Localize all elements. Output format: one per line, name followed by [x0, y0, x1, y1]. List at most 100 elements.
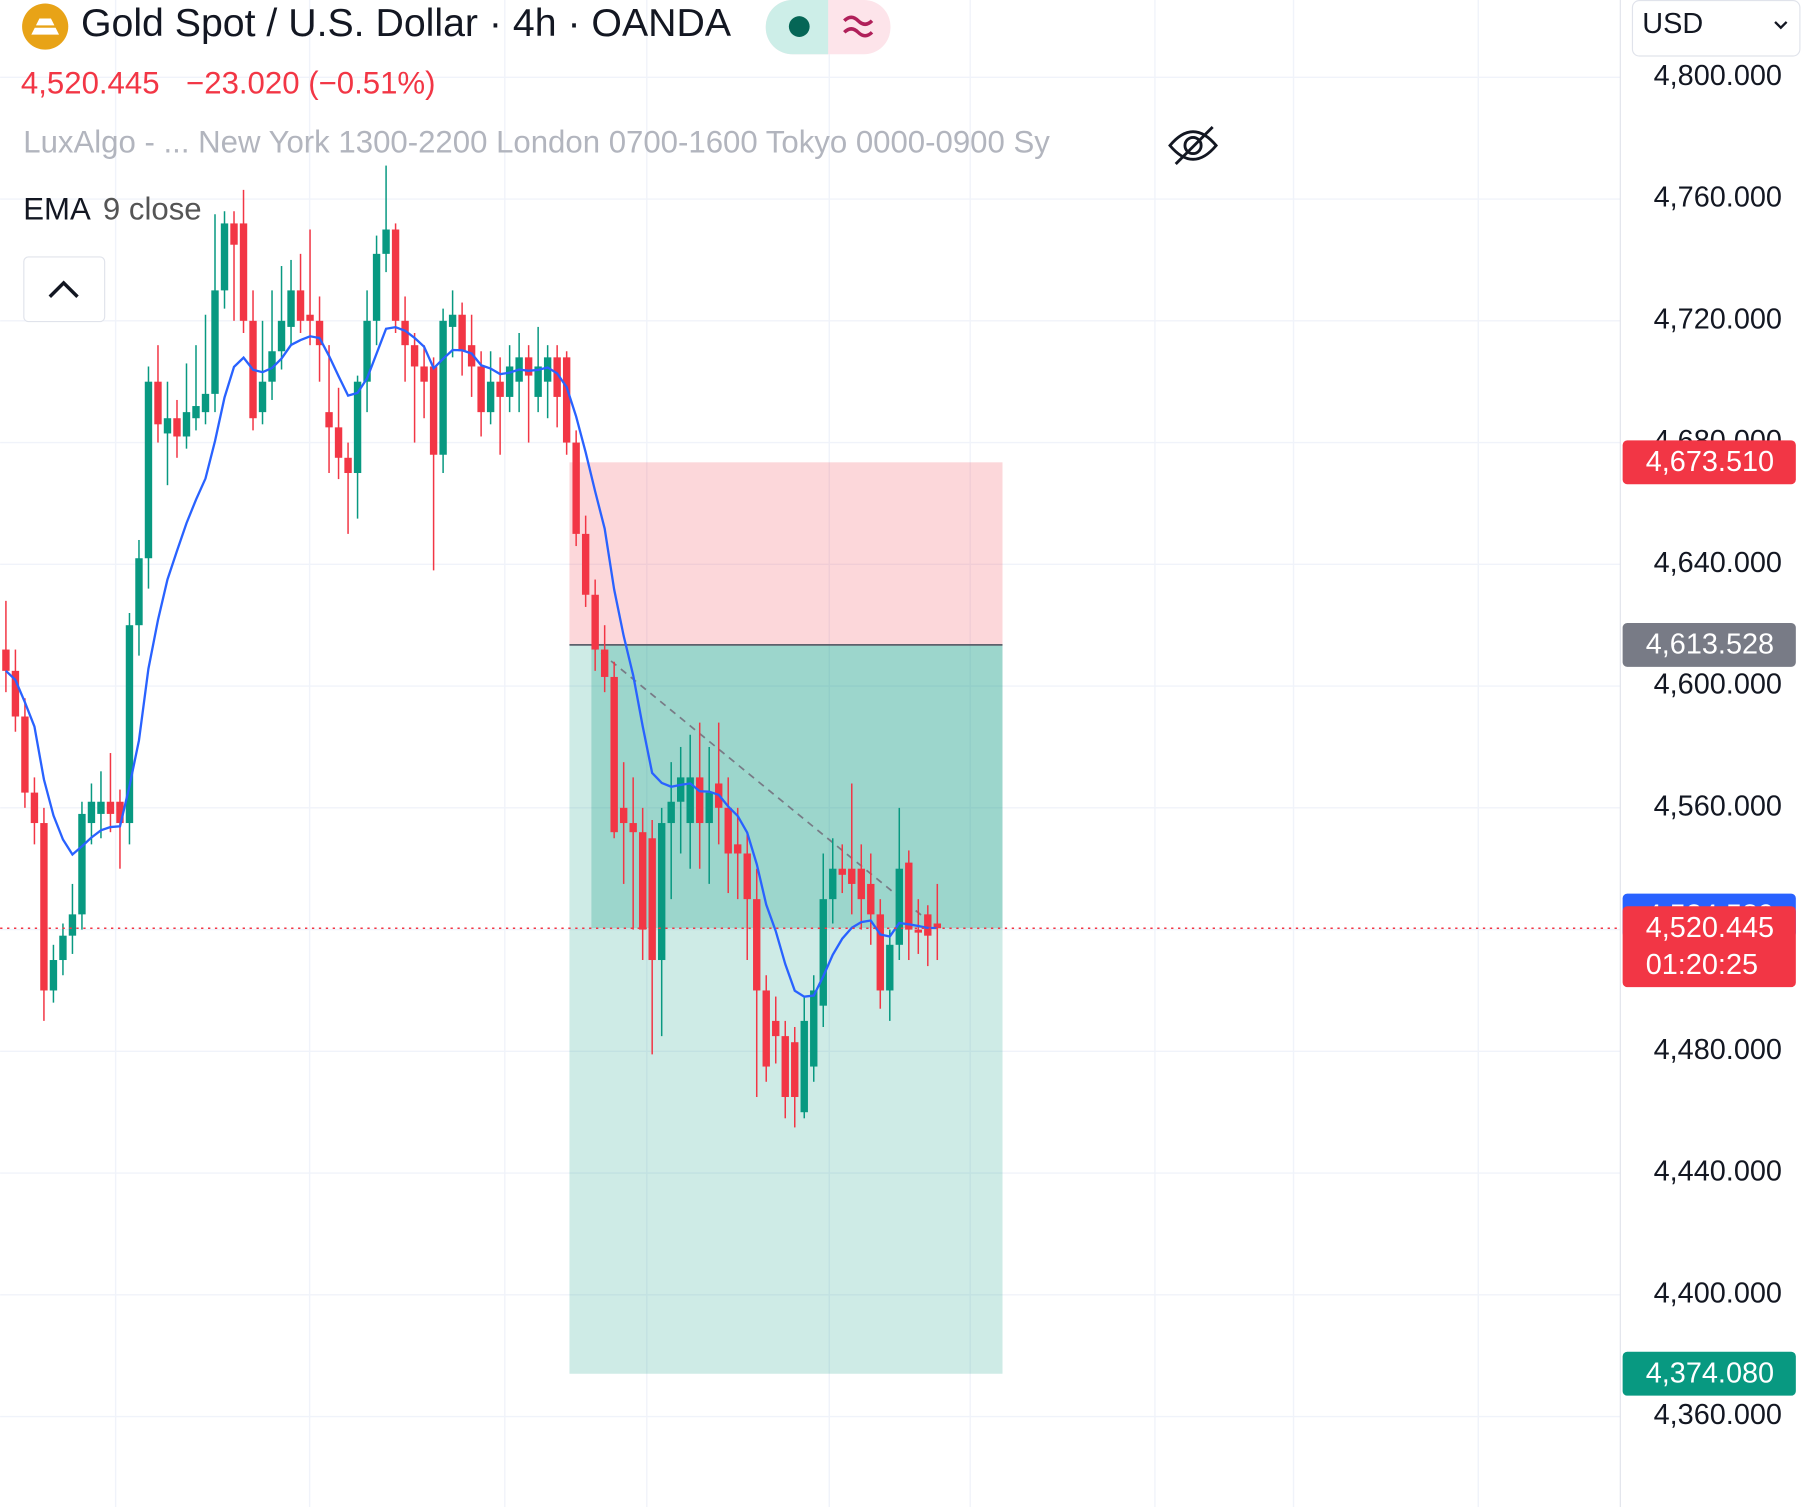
candle-body [391, 229, 400, 321]
candle-body [363, 320, 371, 382]
candle-body [477, 366, 485, 413]
candle-body [838, 868, 846, 875]
candle-body [591, 594, 599, 650]
price-badge-label: 4,613.528 [1646, 629, 1774, 661]
candle-body [753, 899, 761, 991]
symbol-title: Gold Spot / U.S. Dollar · 4h · OANDA [81, 1, 732, 45]
candle-body [59, 935, 67, 961]
candle-body [791, 1042, 799, 1097]
candle-body [638, 832, 647, 930]
candle-body [562, 357, 571, 443]
candle-body [905, 862, 913, 930]
candle-body [439, 320, 447, 455]
candle-body [182, 412, 191, 437]
candle-body [87, 801, 96, 824]
candle-body [810, 990, 818, 1067]
delayed-icon [843, 15, 874, 38]
y-tick-label: 4,720.000 [1654, 303, 1782, 335]
candle-body [924, 914, 932, 936]
candle-body [724, 807, 732, 854]
candle-body [581, 533, 590, 595]
candle-body [21, 716, 29, 793]
price-badge-label: 4,673.510 [1646, 446, 1774, 478]
ema-params: 9 close [103, 192, 202, 227]
candle-body [372, 253, 381, 321]
ema-line [5, 325, 938, 998]
candle-body [173, 418, 181, 437]
candle-body [287, 290, 295, 327]
market-open-dot [788, 16, 810, 37]
candle-body [657, 823, 666, 961]
candle-body [648, 838, 656, 961]
candle-body [505, 366, 514, 397]
candle-body [486, 381, 495, 413]
candle-body [2, 649, 10, 671]
dropdown-arrow [1774, 21, 1788, 30]
price-badge [1622, 906, 1796, 988]
price-badges: 4,673.5104,613.5284,524.5894,520.44501:2… [1622, 440, 1796, 1396]
collapse-button[interactable] [23, 256, 106, 323]
candle-body [325, 412, 333, 428]
candle-body [829, 868, 837, 900]
candle-body [125, 625, 134, 824]
candle-body [572, 442, 580, 534]
candle-body [857, 868, 865, 900]
overlay [0, 325, 1621, 998]
candle-body [97, 801, 105, 814]
candle-body [296, 290, 305, 321]
candle-body [306, 314, 314, 321]
currency: USD [1642, 8, 1703, 40]
candle-body [68, 914, 77, 936]
candle-body [106, 801, 115, 814]
candle-body [629, 823, 637, 833]
candle-body [458, 314, 466, 352]
symbol-icon [22, 3, 69, 50]
candle-body [696, 777, 704, 824]
candle-body [534, 366, 542, 397]
candle-body [743, 853, 751, 900]
candle-body [762, 990, 770, 1067]
candle-body [705, 792, 713, 824]
price-change: −23.020 (−0.51%) [186, 66, 435, 101]
candle-body [781, 1036, 789, 1097]
y-tick-label: 4,800.000 [1654, 60, 1782, 92]
candle-body [11, 670, 20, 717]
candle-body [220, 223, 229, 291]
candle-body [192, 406, 200, 419]
y-tick-label: 4,480.000 [1654, 1034, 1782, 1066]
candle-body [30, 792, 39, 824]
price-badge-label: 4,374.080 [1646, 1358, 1774, 1390]
position-tool [569, 462, 1003, 1374]
hide-icon[interactable] [1168, 126, 1219, 166]
candle-body [895, 868, 903, 945]
y-tick-label: 4,640.000 [1654, 547, 1782, 579]
candle-body [467, 345, 476, 367]
candle-body [686, 777, 694, 824]
candle-body [420, 366, 428, 382]
candle-body [315, 320, 324, 346]
candle-body [239, 223, 248, 321]
candle-body [258, 381, 267, 413]
candle-body [429, 366, 438, 455]
candle-body [772, 1020, 780, 1037]
candle-body [344, 457, 352, 474]
candle-body [677, 777, 685, 802]
y-tick-label: 4,760.000 [1654, 182, 1782, 214]
ema-legend: EMA [23, 192, 91, 227]
candle-body [600, 649, 609, 677]
candle-body [619, 807, 628, 824]
stop-zone [569, 462, 1003, 645]
candle-body [49, 960, 58, 991]
y-tick-label: 4,560.000 [1654, 790, 1782, 822]
last-price: 4,520.445 [21, 66, 160, 101]
candle-body [201, 393, 210, 413]
candle-body [886, 944, 894, 991]
currency-select[interactable] [1631, 0, 1801, 57]
price-badge [1622, 440, 1796, 485]
price-badge-label: 4,520.445 [1646, 912, 1774, 944]
candle-body [211, 290, 219, 394]
target-zone [569, 644, 1003, 1374]
gold-bars [31, 18, 60, 35]
price-badge [1622, 1351, 1796, 1396]
